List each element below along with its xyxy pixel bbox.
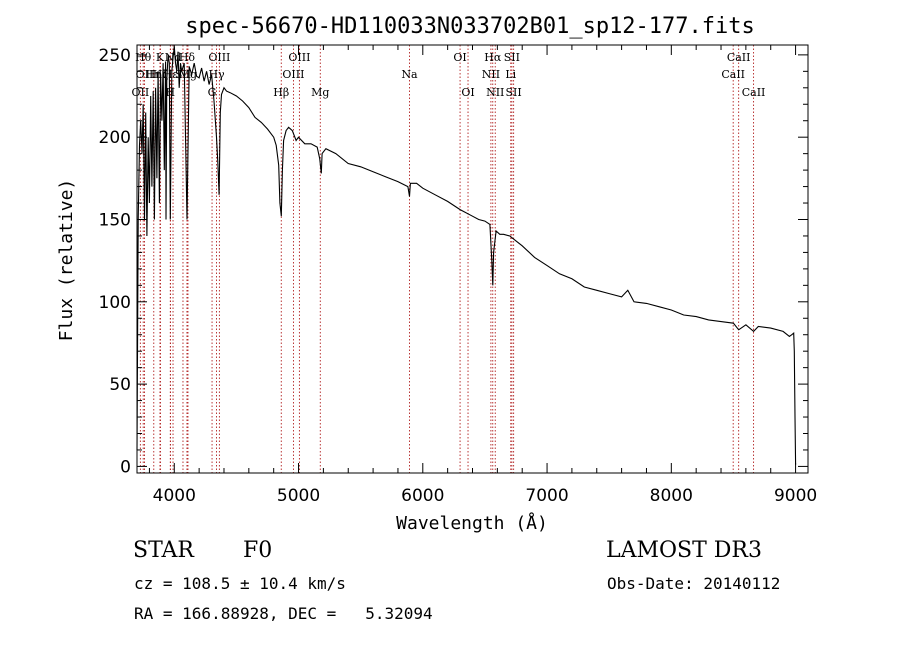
line-label-17: OIII xyxy=(288,51,310,64)
y-tick-label-0: 0 xyxy=(120,457,131,477)
x-axis-label: Wavelength (Å) xyxy=(396,512,548,534)
line-label-20: OI xyxy=(453,51,466,64)
line-label-22: NII xyxy=(482,68,500,81)
x-axis: 4000 5000 6000 7000 8000 9000 xyxy=(148,45,817,506)
x-tick-label-2: 6000 xyxy=(401,486,444,506)
line-label-12: Hγ xyxy=(208,68,225,81)
line-label-10: Hδ xyxy=(179,51,196,64)
line-label-25: Li xyxy=(505,68,516,81)
y-axis-label: Flux (relative) xyxy=(56,179,77,342)
observation-date: Obs-Date: 20140112 xyxy=(607,574,781,593)
plot-frame xyxy=(136,44,809,474)
line-label-30: CaII xyxy=(742,86,766,99)
line-label-21: OI xyxy=(461,86,474,99)
x-tick-label-1: 5000 xyxy=(277,486,320,506)
line-label-5: Hζ xyxy=(153,68,169,81)
line-label-14: OIII xyxy=(208,51,230,64)
line-label-19: Na xyxy=(401,68,418,81)
y-axis: 0 50 100 150 200 250 xyxy=(99,46,808,477)
redshift-value: cz = 108.5 ± 10.4 km/s xyxy=(134,574,346,593)
chart-title: spec-56670-HD110033N033702B01_sp12-177.f… xyxy=(185,14,755,39)
x-tick-label-5: 9000 xyxy=(774,486,817,506)
spectrum-line xyxy=(136,46,797,465)
spectral-line-markers xyxy=(139,45,755,473)
x-tick-label-0: 4000 xyxy=(153,486,196,506)
line-label-29: CaII xyxy=(727,51,751,64)
y-tick-label-2: 100 xyxy=(99,293,131,313)
line-label-18: Mg xyxy=(311,86,329,99)
line-label-24: NII xyxy=(486,86,504,99)
line-label-1: Hθ xyxy=(135,51,152,64)
spectral-subclass: F0 xyxy=(243,538,273,563)
y-tick-label-5: 250 xyxy=(99,46,131,66)
line-label-4: K xyxy=(156,51,165,64)
line-label-23: Hα xyxy=(484,51,502,64)
y-tick-label-1: 50 xyxy=(109,375,131,395)
x-tick-label-4: 8000 xyxy=(650,486,693,506)
line-label-26: SII xyxy=(504,51,520,64)
survey-release: LAMOST DR3 xyxy=(606,538,762,563)
y-tick-label-4: 200 xyxy=(99,128,131,148)
line-label-6: H xyxy=(166,86,176,99)
line-label-13: G xyxy=(208,86,217,99)
coordinates: RA = 166.88928, DEC = 5.32094 xyxy=(134,604,433,623)
x-tick-label-3: 7000 xyxy=(525,486,568,506)
line-label-15: Hβ xyxy=(273,86,289,99)
y-tick-label-3: 150 xyxy=(99,210,131,230)
line-label-16: OIII xyxy=(282,68,304,81)
line-label-27: SII xyxy=(506,86,522,99)
line-label-0: OII xyxy=(131,86,149,99)
object-class: STAR xyxy=(133,538,194,563)
line-label-28: CaII xyxy=(721,68,745,81)
